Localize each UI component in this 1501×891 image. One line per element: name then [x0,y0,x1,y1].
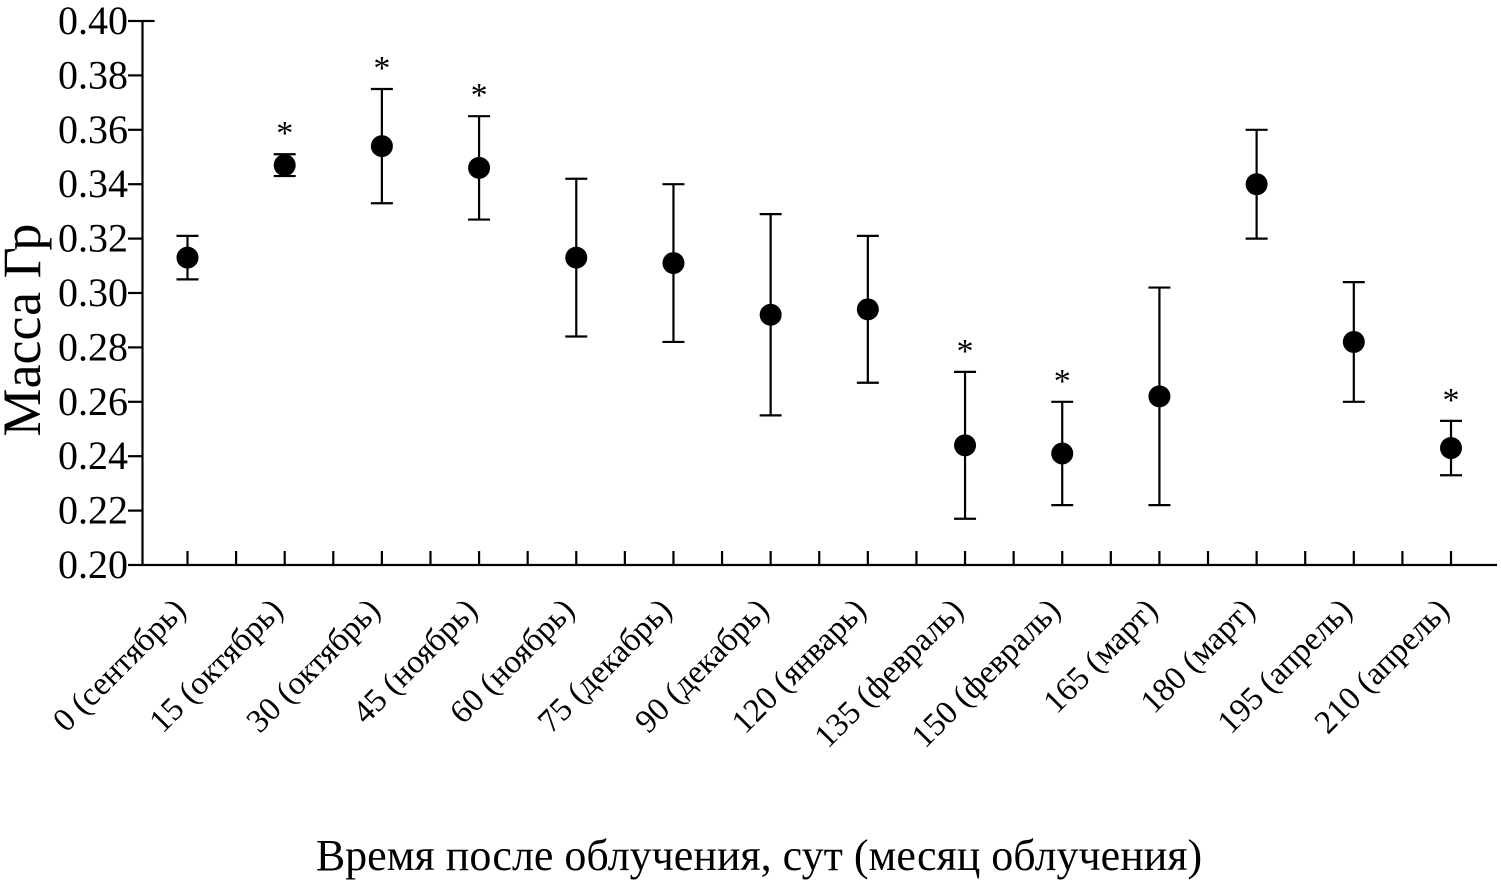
svg-text:0.32: 0.32 [58,216,128,261]
svg-text:0.24: 0.24 [58,433,128,478]
svg-text:*: * [957,333,974,370]
svg-text:0.34: 0.34 [58,161,128,206]
svg-text:*: * [1443,382,1460,419]
svg-text:*: * [1054,363,1071,400]
svg-text:*: * [276,115,293,152]
svg-text:0.22: 0.22 [58,488,128,533]
svg-text:0.38: 0.38 [58,52,128,97]
svg-text:0.40: 0.40 [58,0,128,43]
svg-text:Время после облучения, сут (ме: Время после облучения, сут (месяц облуче… [316,831,1202,880]
svg-text:*: * [373,50,390,87]
svg-text:*: * [471,77,488,114]
svg-text:Масса Гр: Масса Гр [0,224,52,437]
svg-text:0.20: 0.20 [58,542,128,587]
svg-text:0.28: 0.28 [58,324,128,369]
svg-text:0.26: 0.26 [58,379,128,424]
svg-text:0.30: 0.30 [58,270,128,315]
svg-text:0.36: 0.36 [58,107,128,152]
